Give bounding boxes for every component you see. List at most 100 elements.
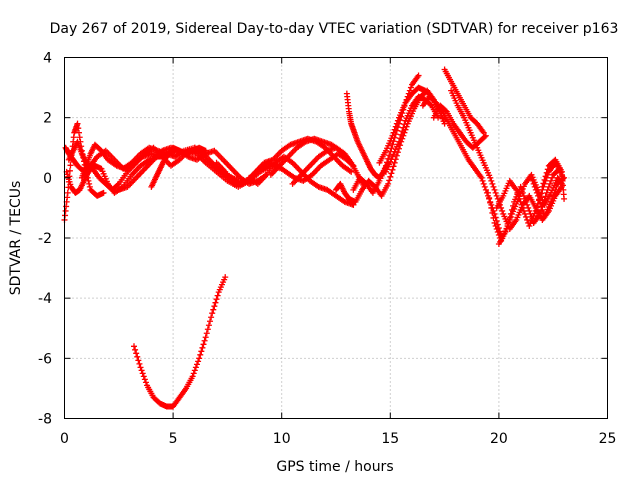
data-point (533, 189, 540, 196)
data-point (518, 201, 525, 208)
data-point (398, 131, 405, 138)
data-point (523, 213, 530, 220)
data-point (202, 147, 209, 154)
plot-frame (64, 57, 608, 419)
data-point (141, 376, 148, 383)
data-point (519, 204, 526, 211)
data-point (544, 166, 551, 173)
data-point (139, 370, 146, 377)
data-point (488, 204, 495, 211)
series-track-13 (333, 180, 357, 208)
data-point (386, 177, 393, 184)
data-point (485, 189, 492, 196)
data-point (487, 174, 494, 181)
data-point (503, 225, 510, 232)
data-point (492, 222, 499, 229)
data-point (389, 166, 396, 173)
series-track-26 (528, 174, 568, 220)
data-point (191, 367, 198, 374)
data-point (534, 192, 541, 199)
y-tick-label: -4 (38, 291, 52, 307)
data-point (520, 207, 527, 214)
data-point (529, 177, 536, 184)
data-point (487, 199, 494, 206)
y-tick-label: -8 (38, 412, 52, 428)
data-point (204, 326, 211, 333)
data-point (482, 186, 489, 193)
data-point (200, 341, 207, 348)
y-tick-label: -6 (38, 351, 52, 367)
data-point (142, 379, 149, 386)
x-axis-label: GPS time / hours (276, 459, 393, 475)
data-point (552, 186, 559, 193)
data-point (385, 180, 392, 187)
data-point (524, 201, 531, 208)
data-point (493, 225, 500, 232)
x-tick-label: 15 (381, 431, 399, 447)
data-point (197, 351, 204, 358)
y-tick-label: -2 (38, 231, 52, 247)
x-tick-label: 25 (599, 431, 617, 447)
data-point (502, 228, 509, 235)
y-tick-label: 2 (43, 111, 52, 127)
data-point (546, 180, 553, 187)
data-point (395, 138, 402, 145)
data-point (489, 209, 496, 216)
data-point (138, 367, 145, 374)
data-point (211, 303, 218, 310)
data-point (490, 214, 497, 221)
data-point (132, 346, 139, 353)
data-point (539, 206, 546, 213)
data-point (482, 132, 489, 139)
data-point (549, 174, 556, 181)
data-point (393, 120, 400, 127)
data-point (392, 123, 399, 130)
data-point (530, 180, 537, 187)
data-point (203, 330, 210, 337)
data-point (196, 355, 203, 362)
data-point (532, 186, 539, 193)
data-point (391, 159, 398, 166)
data-point (480, 180, 487, 187)
data-point (504, 222, 511, 229)
data-point (550, 192, 557, 199)
data-point (407, 84, 414, 91)
data-point (198, 348, 205, 355)
data-point (542, 173, 549, 180)
data-point (523, 198, 530, 205)
data-point (442, 107, 449, 114)
data-point (493, 192, 500, 199)
data-point (207, 318, 214, 325)
data-point (545, 183, 552, 190)
x-tick-labels: 0 5 10 15 20 25 (60, 431, 616, 447)
data-point (492, 189, 499, 196)
data-point (531, 183, 538, 190)
chart-title: Day 267 of 2019, Sidereal Day-to-day VTE… (50, 21, 619, 37)
series-track-20 (441, 66, 487, 136)
data-point (400, 124, 407, 131)
data-point (209, 310, 216, 317)
y-tick-labels: -8 -6 -4 -2 0 2 4 (38, 51, 52, 428)
data-point (134, 353, 141, 360)
series-track-21 (430, 102, 489, 151)
data-point (481, 183, 488, 190)
data-point (543, 169, 550, 176)
x-tick-label: 10 (273, 431, 291, 447)
data-points (61, 66, 568, 410)
data-point (389, 132, 396, 139)
data-point (394, 117, 401, 124)
data-point (189, 373, 196, 380)
data-point (100, 189, 107, 196)
data-point (136, 360, 143, 367)
data-point (553, 183, 560, 190)
data-point (548, 177, 555, 184)
axis-ticks (64, 57, 608, 419)
data-point (192, 364, 199, 371)
data-point (387, 173, 394, 180)
series-track-27 (539, 156, 568, 202)
y-tick-label: 0 (43, 171, 52, 187)
data-point (66, 167, 73, 174)
data-point (208, 314, 215, 321)
series-track-16 (350, 72, 422, 196)
